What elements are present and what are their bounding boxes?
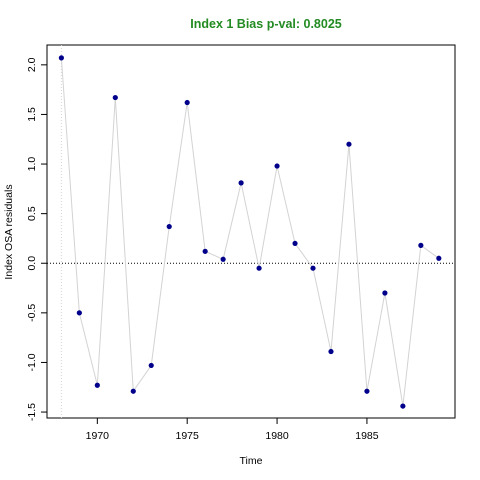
x-tick-label: 1980: [265, 430, 289, 442]
data-point: [382, 290, 388, 296]
series-line-segment: [276, 165, 296, 244]
series-line-segment: [366, 292, 386, 392]
data-point: [112, 94, 118, 101]
data-point: [328, 348, 334, 355]
y-tick-label: 0.5: [26, 206, 38, 221]
data-point: [130, 388, 136, 394]
data-point: [346, 141, 352, 147]
series-line-segment: [294, 243, 314, 269]
y-tick-label: 1.0: [26, 157, 38, 172]
series-line-segment: [330, 144, 350, 352]
data-point: [310, 265, 316, 271]
series-line-segment: [204, 250, 224, 260]
data-point: [400, 403, 406, 409]
series-line-segment: [258, 165, 278, 269]
data-point: [220, 256, 226, 262]
data-point: [256, 265, 262, 271]
data-point: [436, 255, 442, 261]
series-line-segment: [420, 244, 440, 259]
data-point: [274, 163, 280, 169]
data-point: [166, 223, 172, 230]
reference-lines: [47, 45, 455, 418]
data-point: [58, 55, 64, 61]
data-point: [418, 242, 424, 248]
x-tick-label: 1975: [176, 430, 200, 442]
data-point: [184, 99, 190, 106]
series-line-segment: [348, 144, 368, 392]
series-line-segment: [150, 226, 170, 366]
x-tick-label: 1970: [86, 430, 110, 442]
y-tick-label: -1.0: [26, 353, 38, 371]
series-line-segment: [240, 182, 260, 269]
data-point: [148, 362, 154, 369]
series-line-segment: [168, 102, 188, 227]
series-line-segment: [312, 268, 332, 352]
data-point: [94, 382, 100, 388]
data-point: [202, 248, 208, 254]
series-line-segment: [96, 97, 116, 386]
series-line-segment: [114, 97, 134, 392]
y-tick-label: 0.0: [26, 256, 38, 271]
x-tick-label: 1985: [355, 430, 379, 442]
y-axis: -1.5 -1.0 -0.5 0.0 0.5 1.0 1.5 2.0: [26, 57, 47, 421]
data-point: [76, 310, 82, 316]
x-axis: 1970 1975 1980 1985: [86, 418, 379, 442]
data-point: [364, 388, 370, 394]
y-tick-label: 2.0: [26, 57, 38, 72]
data-point: [292, 240, 298, 247]
series-line-segment: [384, 292, 404, 407]
chart-title: Index 1 Bias p-val: 0.8025: [190, 17, 342, 31]
y-tick-label: -0.5: [26, 304, 38, 322]
residual-series: [58, 55, 442, 409]
y-tick-label: 1.5: [26, 107, 38, 122]
y-axis-label: Index OSA residuals: [3, 184, 15, 279]
x-axis-label: Time: [240, 455, 263, 467]
series-line-segment: [402, 245, 422, 407]
plot-frame: [46, 44, 456, 419]
data-point: [238, 180, 244, 186]
series-line-segment: [78, 312, 98, 386]
y-tick-label: -1.5: [26, 403, 38, 421]
series-line-segment: [222, 182, 242, 260]
series-line-segment: [60, 57, 80, 313]
series-line-segment: [186, 102, 206, 252]
series-line-segment: [132, 365, 152, 392]
